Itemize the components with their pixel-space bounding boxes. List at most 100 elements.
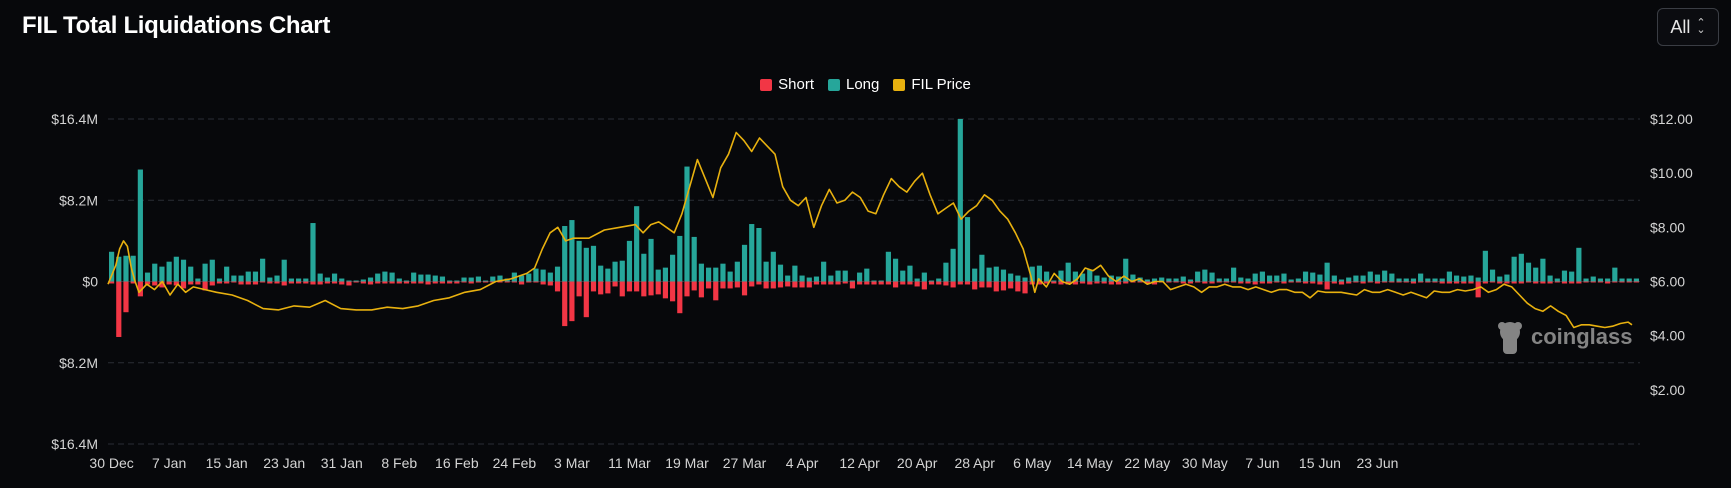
long-bar	[1087, 269, 1093, 282]
long-bar	[260, 258, 266, 282]
short-bar	[986, 281, 992, 288]
legend-item-long[interactable]: Long	[828, 76, 879, 93]
long-bar	[180, 259, 187, 282]
short-bar	[339, 281, 345, 285]
short-bar	[749, 281, 755, 287]
long-bar	[1302, 271, 1309, 282]
long-bar	[1231, 267, 1237, 282]
long-bar	[576, 240, 582, 282]
short-bar	[288, 281, 294, 284]
short-bar	[195, 281, 201, 285]
short-bar	[1439, 281, 1445, 284]
long-bar	[195, 278, 201, 282]
long-bar	[749, 224, 755, 282]
short-bar	[511, 281, 517, 283]
short-bar	[950, 281, 956, 288]
long-bar	[828, 275, 834, 282]
time-range-select[interactable]: All ⌃ ⌄	[1657, 8, 1719, 46]
short-bar	[598, 281, 604, 295]
short-bar	[777, 281, 784, 288]
short-bar	[1101, 281, 1107, 284]
short-bar	[1374, 281, 1381, 284]
short-bar	[1576, 281, 1582, 284]
short-bar	[1130, 281, 1136, 283]
short-bar	[871, 281, 877, 285]
long-bar	[1209, 272, 1215, 282]
short-bar	[864, 281, 870, 285]
short-bar	[375, 281, 381, 284]
legend-item-short[interactable]: Short	[760, 76, 814, 93]
long-bar	[1216, 278, 1222, 282]
short-bar	[1324, 281, 1330, 290]
short-bar	[1288, 281, 1294, 283]
legend-item-price[interactable]: FIL Price	[893, 76, 971, 93]
short-bar	[1166, 281, 1172, 283]
long-bar	[475, 276, 482, 282]
long-bar	[490, 276, 496, 282]
short-bar	[1382, 281, 1388, 283]
long-bar	[569, 220, 575, 282]
long-bar	[1410, 278, 1417, 282]
x-axis-tick-label: 4 Apr	[786, 455, 819, 471]
long-bar	[1489, 269, 1496, 282]
long-bar	[1238, 277, 1244, 282]
long-bar	[1360, 275, 1366, 282]
long-bar	[367, 277, 374, 282]
short-bar	[382, 281, 388, 284]
short-bar	[583, 281, 589, 318]
long-bar	[1310, 272, 1316, 282]
long-bar	[813, 276, 820, 282]
long-bar	[950, 248, 956, 282]
short-bar	[1094, 281, 1100, 284]
long-bar	[1561, 270, 1568, 282]
x-axis-tick-label: 14 May	[1067, 455, 1113, 471]
long-bar	[849, 280, 856, 282]
long-bar	[152, 263, 158, 282]
coinglass-watermark: coinglass	[1498, 322, 1632, 354]
short-bar	[425, 281, 431, 285]
x-axis-tick-label: 24 Feb	[493, 455, 537, 471]
long-bar	[648, 238, 654, 282]
short-bar	[1554, 281, 1560, 283]
short-bar	[1468, 281, 1474, 284]
short-bar	[1590, 281, 1596, 283]
short-bar	[554, 281, 561, 292]
x-axis-tick-label: 6 May	[1013, 455, 1051, 471]
chart-bars	[109, 119, 1639, 337]
short-bar	[1561, 281, 1568, 284]
left-axis-tick-label: $8.2M	[59, 192, 98, 208]
short-bar	[756, 281, 762, 285]
long-bar	[202, 263, 208, 282]
short-bar	[785, 281, 791, 287]
long-bar	[540, 269, 546, 282]
short-bar	[813, 281, 820, 285]
long-bar	[655, 269, 661, 282]
short-bar	[1389, 281, 1395, 283]
long-bar	[1353, 275, 1359, 282]
long-bar	[1396, 278, 1402, 282]
short-bar	[1367, 281, 1373, 283]
long-bar	[411, 272, 417, 282]
short-bar	[173, 281, 179, 286]
long-bar	[274, 275, 280, 282]
short-bar	[641, 281, 647, 297]
short-bar	[1518, 281, 1524, 284]
left-axis-tick-label: $8.2M	[59, 355, 98, 371]
long-bar	[1317, 274, 1323, 282]
long-bar	[216, 278, 223, 282]
right-axis-tick-label: $12.00	[1650, 111, 1693, 127]
short-bar	[202, 281, 208, 291]
long-bar	[605, 268, 611, 282]
long-bar	[432, 275, 438, 282]
long-bar	[137, 169, 143, 282]
short-bar	[576, 281, 582, 297]
short-bar	[1525, 281, 1532, 283]
short-bar	[677, 281, 683, 314]
x-axis-tick-label: 30 Dec	[89, 455, 133, 471]
long-bar	[1497, 276, 1503, 282]
long-bar	[1144, 279, 1150, 282]
long-bar	[1123, 258, 1129, 282]
chart-legend: Short Long FIL Price	[0, 76, 1731, 93]
long-bar	[698, 263, 704, 282]
long-bar	[1259, 271, 1265, 282]
